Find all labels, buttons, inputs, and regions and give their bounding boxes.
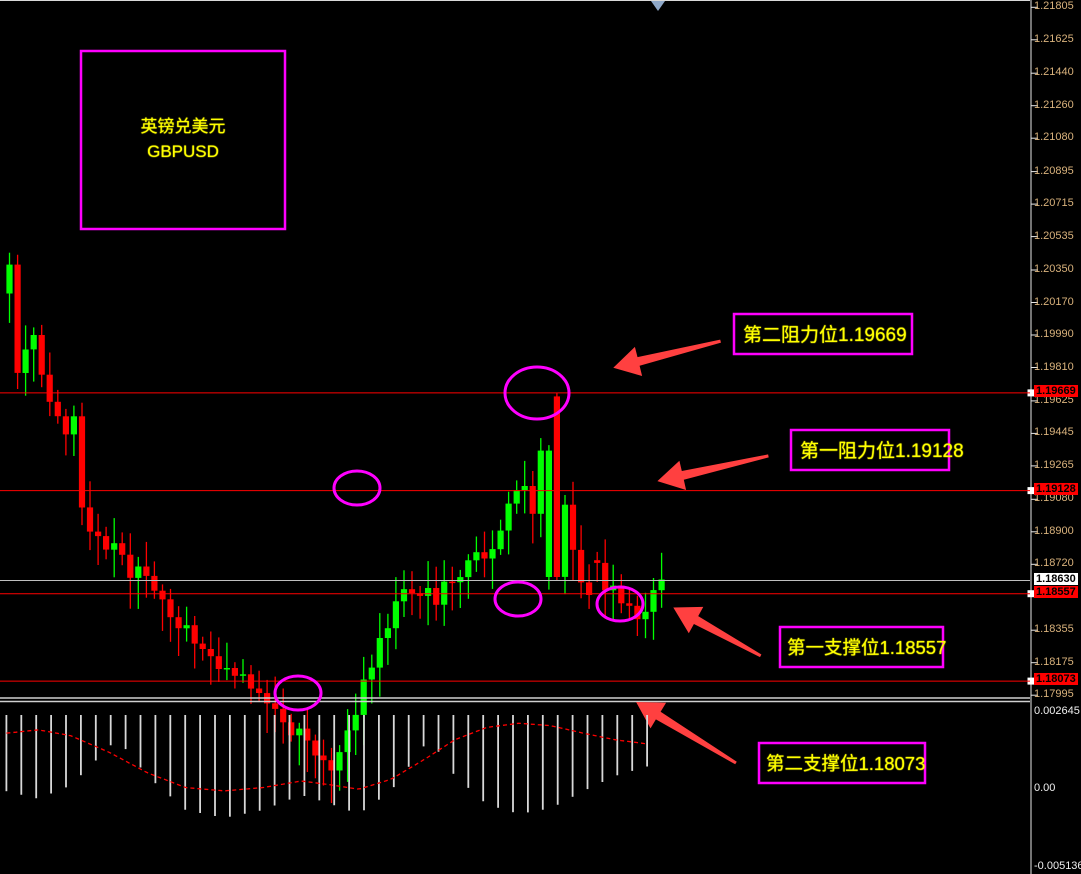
svg-text:第一支撑位1.18557: 第一支撑位1.18557 bbox=[787, 637, 946, 658]
svg-text:GBPUSD: GBPUSD bbox=[147, 142, 219, 161]
svg-text:第二支撑位1.18073: 第二支撑位1.18073 bbox=[766, 753, 925, 774]
svg-text:第二阻力位1.19669: 第二阻力位1.19669 bbox=[743, 324, 907, 346]
svg-text:英镑兑美元: 英镑兑美元 bbox=[141, 117, 226, 136]
svg-text:第一阻力位1.19128: 第一阻力位1.19128 bbox=[800, 440, 964, 462]
